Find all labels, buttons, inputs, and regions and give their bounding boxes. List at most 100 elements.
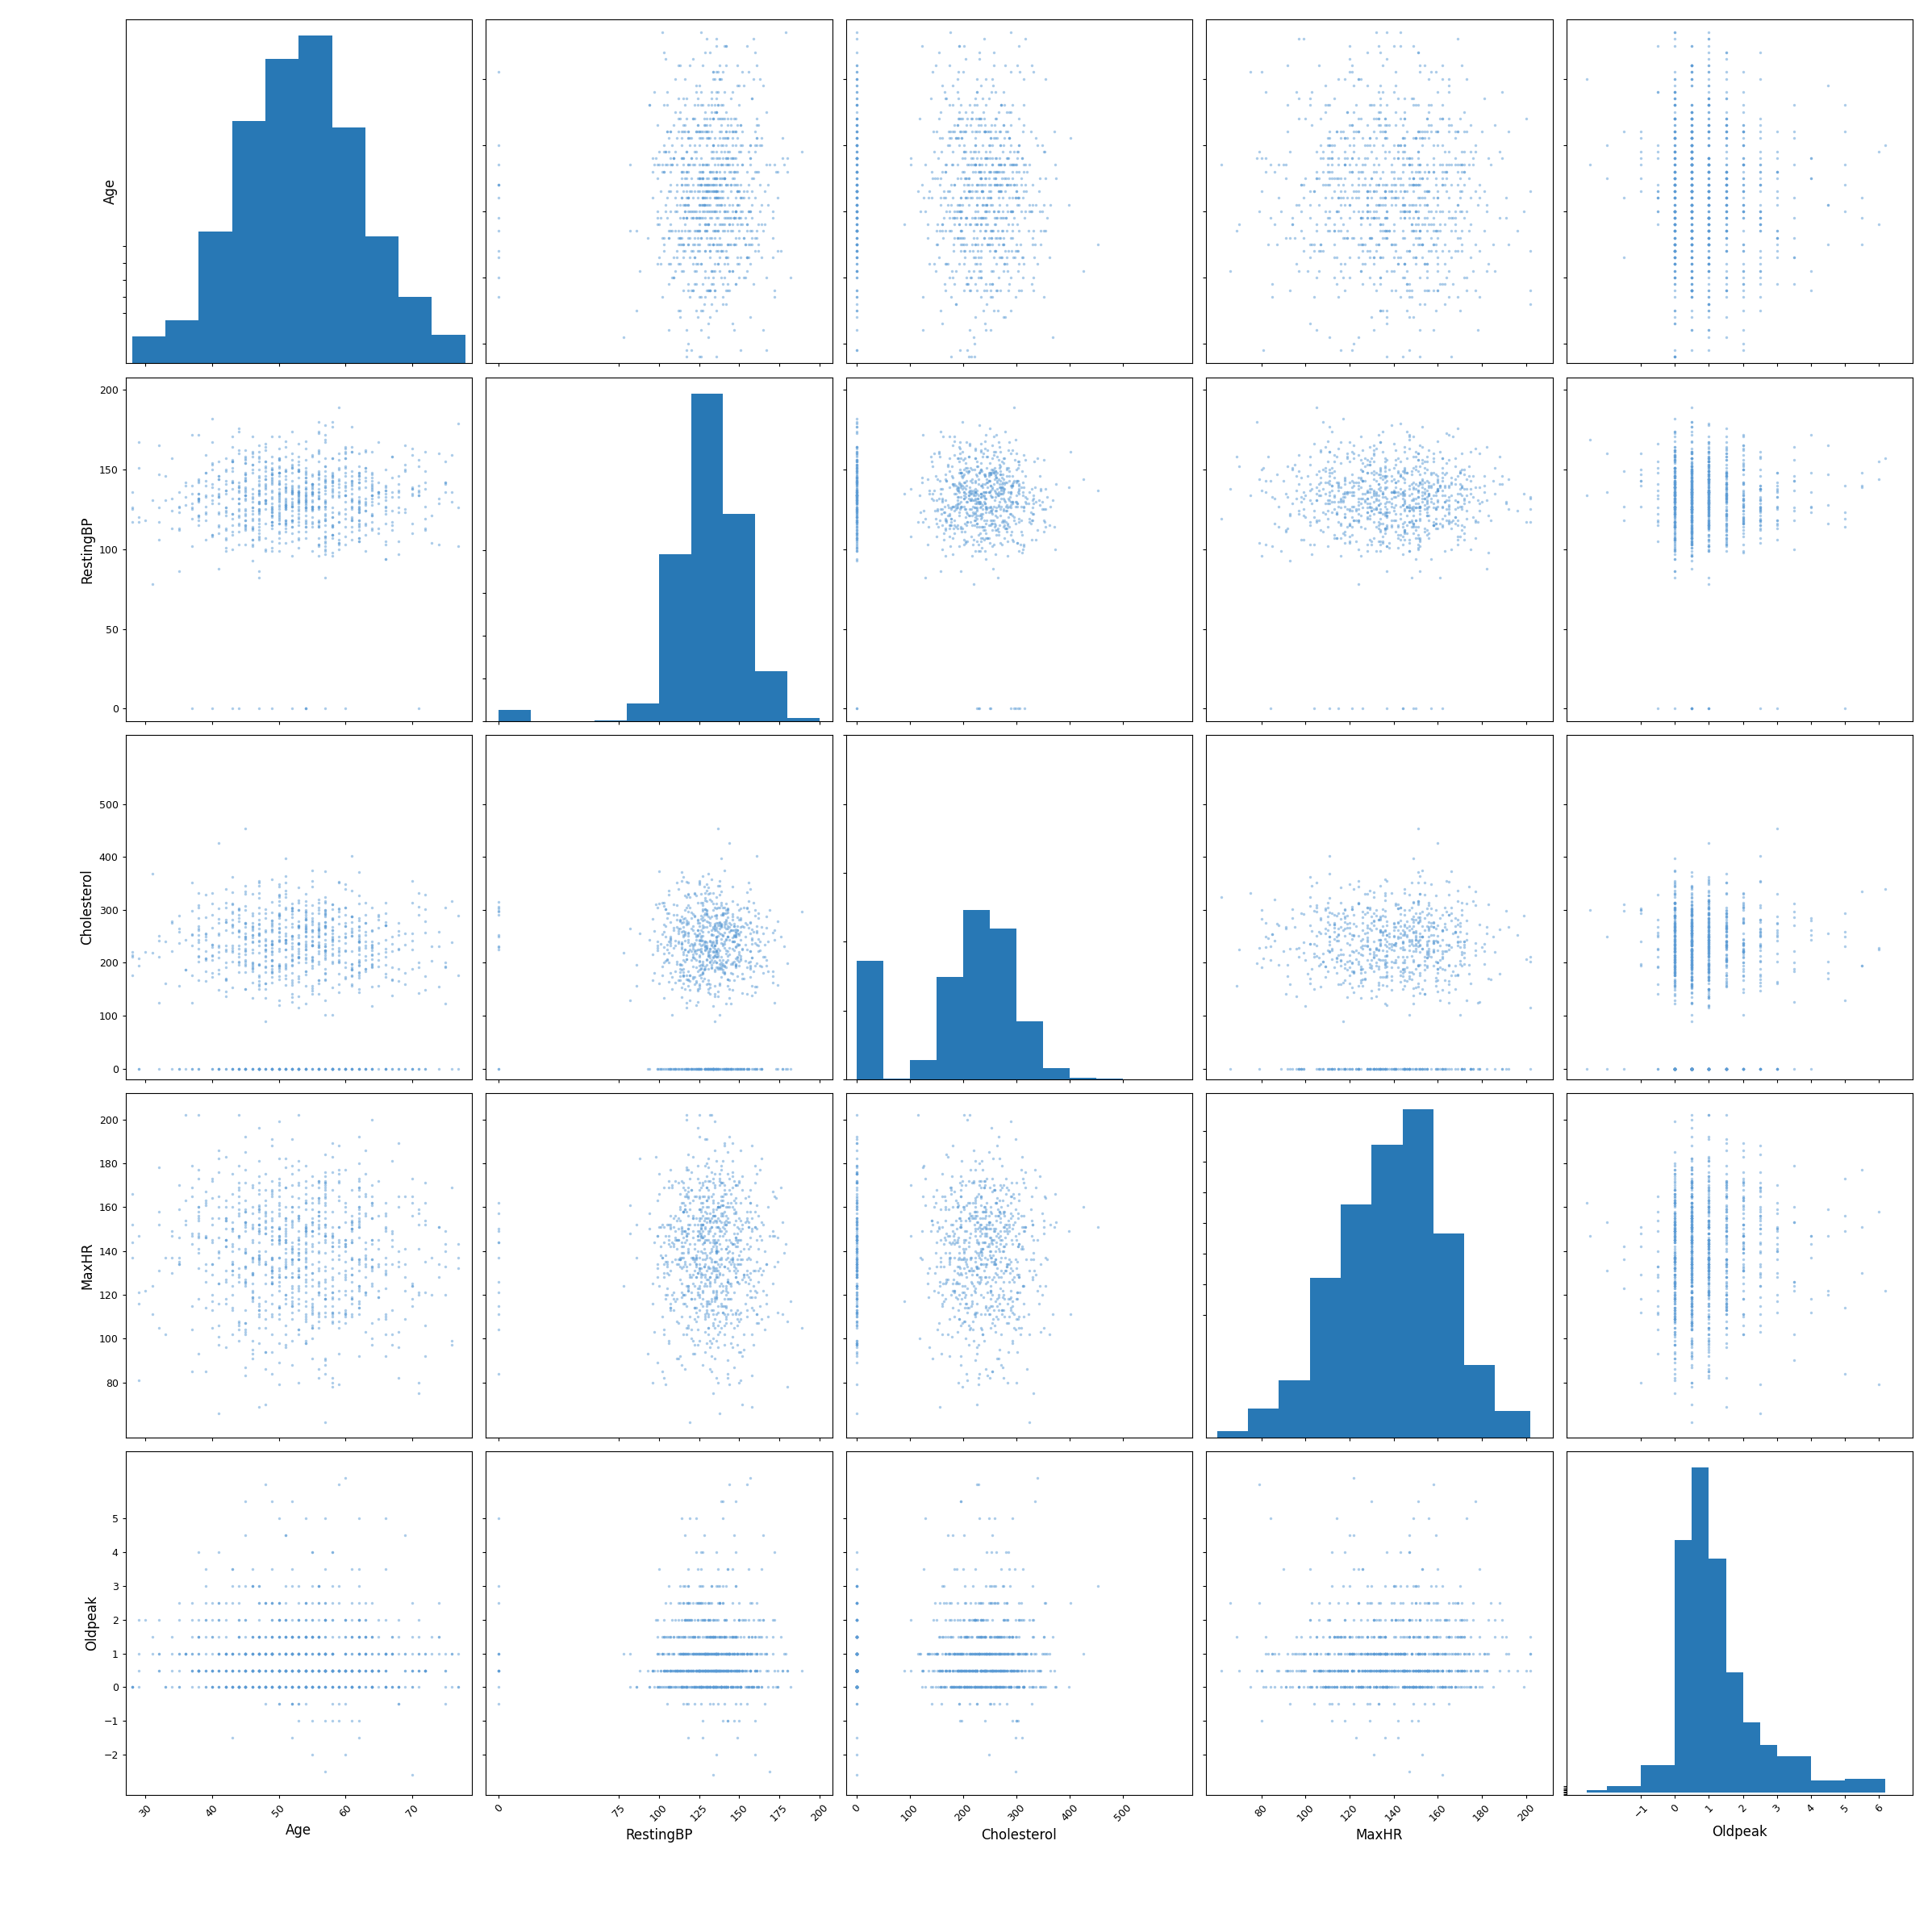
Point — [1677, 520, 1708, 551]
Point — [672, 1588, 703, 1619]
Point — [1399, 1690, 1430, 1720]
Point — [701, 893, 732, 924]
Point — [1354, 432, 1385, 463]
Point — [357, 1054, 388, 1085]
Point — [404, 1367, 435, 1398]
Point — [1449, 459, 1480, 490]
Point — [1426, 916, 1457, 947]
Point — [270, 490, 301, 520]
Point — [1710, 1192, 1741, 1223]
Point — [1677, 1154, 1708, 1185]
Point — [966, 470, 997, 501]
Point — [124, 1605, 155, 1636]
Point — [243, 1054, 274, 1085]
Point — [997, 1705, 1028, 1736]
Point — [937, 492, 968, 522]
Point — [357, 925, 388, 956]
Point — [1745, 492, 1776, 522]
Point — [1710, 931, 1741, 962]
Point — [317, 1231, 348, 1261]
Point — [323, 1212, 354, 1242]
Point — [203, 518, 234, 549]
Point — [717, 1171, 748, 1202]
Point — [1677, 526, 1708, 557]
Point — [686, 123, 717, 154]
Point — [1677, 117, 1708, 148]
Point — [317, 1129, 348, 1160]
Point — [840, 455, 871, 486]
Point — [390, 1054, 421, 1085]
Point — [1352, 492, 1383, 522]
Point — [840, 123, 871, 154]
Point — [284, 872, 315, 902]
Point — [983, 169, 1014, 200]
Point — [330, 1740, 361, 1770]
Point — [703, 908, 734, 939]
Point — [1727, 1269, 1758, 1300]
Point — [137, 858, 168, 889]
Point — [734, 131, 765, 161]
Point — [910, 503, 941, 534]
Point — [1422, 275, 1453, 305]
Point — [1677, 486, 1708, 516]
Point — [711, 1672, 742, 1703]
Point — [344, 1553, 375, 1584]
Point — [1727, 1185, 1758, 1215]
Point — [740, 1054, 771, 1085]
Point — [1406, 922, 1437, 952]
Point — [330, 1296, 361, 1327]
Point — [1020, 1154, 1051, 1185]
Point — [624, 1655, 655, 1686]
Point — [980, 484, 1010, 515]
Point — [1795, 1221, 1826, 1252]
Point — [1660, 881, 1690, 912]
Point — [1383, 1638, 1414, 1668]
Point — [1391, 417, 1422, 447]
Point — [284, 1620, 315, 1651]
Point — [350, 453, 381, 484]
Point — [1018, 484, 1049, 515]
Point — [1660, 1331, 1690, 1361]
Point — [1445, 177, 1476, 207]
Point — [1677, 1179, 1708, 1210]
Point — [309, 1196, 340, 1227]
Point — [993, 1212, 1024, 1242]
Point — [701, 900, 732, 931]
Point — [945, 236, 976, 267]
Point — [1609, 895, 1640, 925]
Point — [742, 1054, 773, 1085]
Point — [336, 1284, 367, 1315]
Point — [976, 1638, 1007, 1668]
Point — [1221, 972, 1252, 1002]
Point — [1393, 492, 1424, 522]
Point — [945, 1309, 976, 1340]
Point — [330, 935, 361, 966]
Point — [1005, 1179, 1036, 1210]
Point — [931, 1139, 962, 1169]
Point — [1694, 1258, 1725, 1288]
Point — [1356, 301, 1387, 332]
Point — [1677, 952, 1708, 983]
Point — [1609, 889, 1640, 920]
Point — [1660, 966, 1690, 996]
Point — [230, 1655, 261, 1686]
Point — [939, 169, 970, 200]
Point — [1677, 223, 1708, 253]
Point — [686, 1196, 717, 1227]
Point — [937, 1292, 968, 1323]
Point — [303, 455, 334, 486]
Point — [1453, 950, 1484, 981]
Point — [728, 1605, 759, 1636]
Point — [1694, 1177, 1725, 1208]
Point — [1795, 902, 1826, 933]
Point — [678, 1054, 709, 1085]
Point — [1727, 511, 1758, 541]
Point — [991, 250, 1022, 280]
Point — [298, 1263, 328, 1294]
Point — [1710, 478, 1741, 509]
Point — [840, 480, 871, 511]
Point — [284, 499, 315, 530]
Point — [197, 1655, 228, 1686]
Point — [1694, 478, 1725, 509]
Point — [1329, 1672, 1360, 1703]
